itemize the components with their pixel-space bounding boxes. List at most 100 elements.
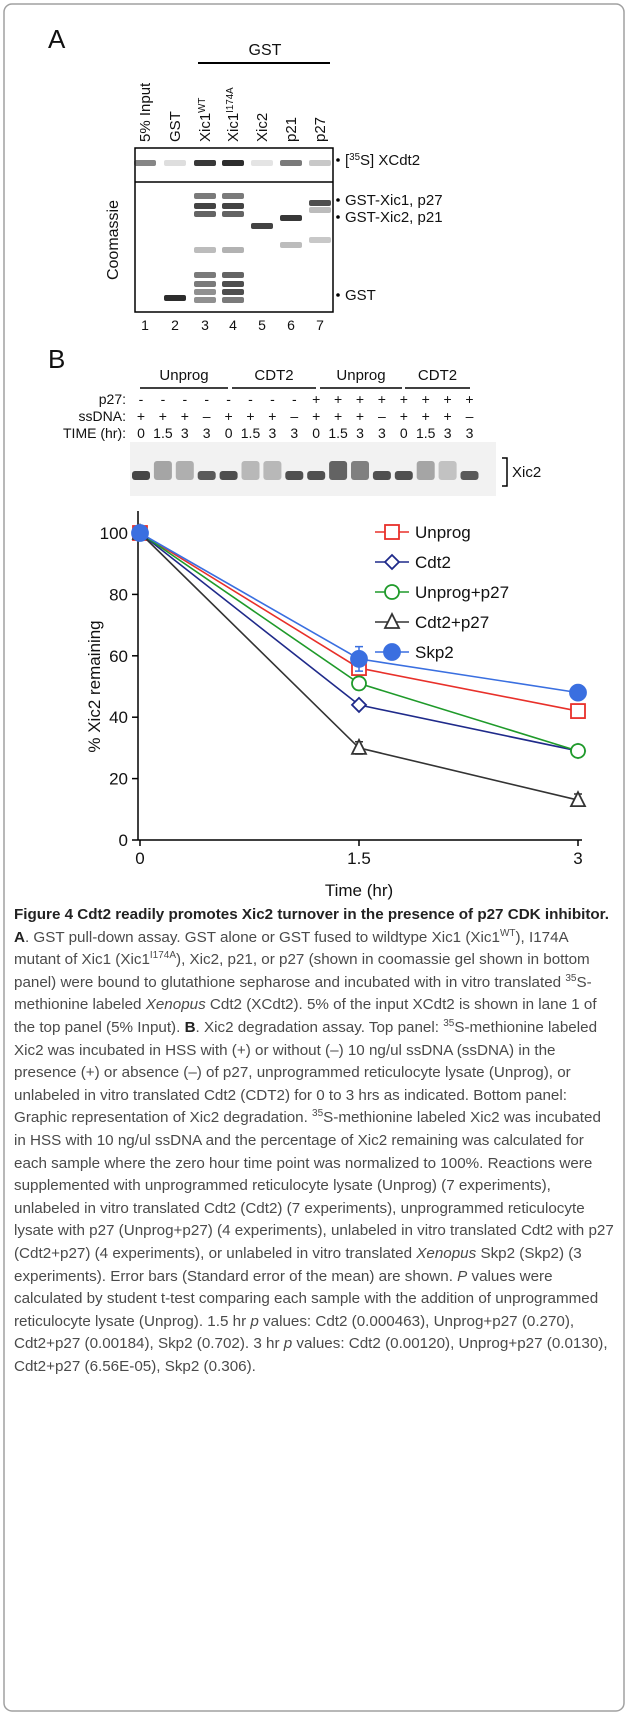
group-label: Unprog	[159, 367, 208, 384]
lane-value: 3	[466, 425, 474, 441]
gel-band	[175, 461, 194, 480]
marker	[351, 675, 367, 692]
legend-label: Unprog	[415, 523, 471, 542]
y-axis-label: % Xic2 remaining	[85, 620, 104, 752]
lane-value: 0	[400, 425, 408, 441]
text-run: Xic1	[225, 113, 242, 142]
panel-label: A	[48, 24, 66, 54]
gel-band	[222, 289, 244, 295]
x-tick-label: 0	[135, 849, 144, 868]
caption-run: Xenopus	[145, 996, 206, 1014]
lane-value: -	[161, 391, 166, 407]
caption-run: . GST pull-down assay. GST alone or GST …	[24, 928, 500, 946]
lane-value: -	[270, 391, 275, 407]
caption-run: 35	[565, 972, 577, 984]
gel-band	[309, 160, 331, 166]
caption-run: Skp2 (Skp2) (3 experiments). Error bars …	[14, 1244, 582, 1285]
gel-band	[194, 289, 216, 295]
band-marker	[336, 293, 340, 297]
gel-band	[164, 295, 186, 301]
band-label: GST-Xic2, p21	[345, 209, 443, 226]
text-run: Xic1	[197, 113, 214, 142]
gel-band	[222, 272, 244, 278]
lane-value: 3	[290, 425, 298, 441]
marker	[350, 737, 368, 755]
lane-value: +	[422, 391, 430, 407]
lane-value: +	[246, 408, 254, 424]
text-run: Xic2	[254, 113, 271, 142]
caption-run: ), Xic2, p21, or p27 (shown in coomassie…	[14, 951, 590, 991]
lane-value: +	[268, 408, 276, 424]
gel-band	[280, 242, 302, 248]
gel-a	[134, 147, 334, 313]
text-run: p27	[312, 117, 329, 142]
lane-value: 1.5	[416, 425, 436, 441]
band-bracket	[502, 457, 508, 487]
y-tick-label: 100	[100, 524, 128, 543]
caption-run: Xenopus	[416, 1244, 477, 1262]
band-label: GST	[345, 287, 376, 304]
gel-band	[241, 461, 260, 480]
row-label: TIME (hr):	[63, 425, 126, 441]
text-run: S] XCdt2	[360, 152, 420, 169]
lane-value: +	[378, 391, 386, 407]
lane-value: +	[137, 408, 145, 424]
caption-run: S-methionine labeled Xic2 was incubated …	[14, 1018, 598, 1127]
lane-number: 5	[258, 317, 266, 333]
gel-band	[394, 471, 413, 480]
lane-number: 4	[229, 317, 237, 333]
caption-run: Figure 4 Cdt2 readily promotes Xic2 turn…	[14, 906, 609, 946]
x-tick-label: 1.5	[347, 849, 371, 868]
lane-value: +	[400, 391, 408, 407]
lane-value: +	[444, 391, 452, 407]
group-label: CDT2	[254, 367, 293, 384]
gel-band	[263, 461, 282, 480]
caption-run: I174A	[149, 950, 177, 962]
lane-value: –	[378, 408, 386, 424]
lane-value: +	[159, 408, 167, 424]
gel-band	[222, 160, 244, 166]
gel-band	[222, 247, 244, 253]
gel-band	[194, 247, 216, 253]
gel-band	[194, 272, 216, 278]
group-label: CDT2	[418, 367, 457, 384]
lane-value: 3	[181, 425, 189, 441]
gel-band	[280, 215, 302, 221]
lane-value: -	[204, 391, 209, 407]
caption-run: values: Cdt2 (0.000463), Unprog+p27 (0.2…	[14, 1312, 575, 1353]
lane-value: 3	[269, 425, 277, 441]
lane-value: –	[203, 408, 211, 424]
lane-number: 1	[141, 317, 149, 333]
gel-band	[251, 223, 273, 229]
text-run: WT	[197, 98, 208, 113]
band-label: GST-Xic1, p27	[345, 192, 443, 209]
lane-label: GST	[167, 111, 184, 142]
gel-band	[222, 203, 244, 209]
lane-value: 3	[444, 425, 452, 441]
gel-band	[194, 193, 216, 199]
lane-value: -	[182, 391, 187, 407]
gel-band	[351, 461, 369, 480]
caption-run: p	[283, 1335, 293, 1353]
marker	[383, 643, 401, 661]
caption-run: . Xic2 degradation assay. Top panel:	[195, 1018, 444, 1036]
lane-value: 0	[137, 425, 145, 441]
marker	[570, 743, 586, 759]
caption-run: P	[457, 1267, 468, 1285]
marker	[570, 703, 586, 719]
lane-value: +	[334, 391, 342, 407]
band-marker	[336, 215, 340, 219]
panel-label: B	[48, 344, 65, 374]
x-tick-label: 3	[573, 849, 582, 868]
text-run: [	[345, 152, 350, 169]
band-label: Xic2	[512, 464, 541, 481]
lane-value: 3	[356, 425, 364, 441]
caption-run: WT	[499, 927, 516, 939]
gel-band	[153, 461, 172, 480]
gel-band	[194, 160, 216, 166]
y-tick-label: 80	[109, 585, 128, 604]
marker	[569, 683, 587, 702]
caption-run: p	[250, 1312, 259, 1330]
lane-value: –	[290, 408, 298, 424]
